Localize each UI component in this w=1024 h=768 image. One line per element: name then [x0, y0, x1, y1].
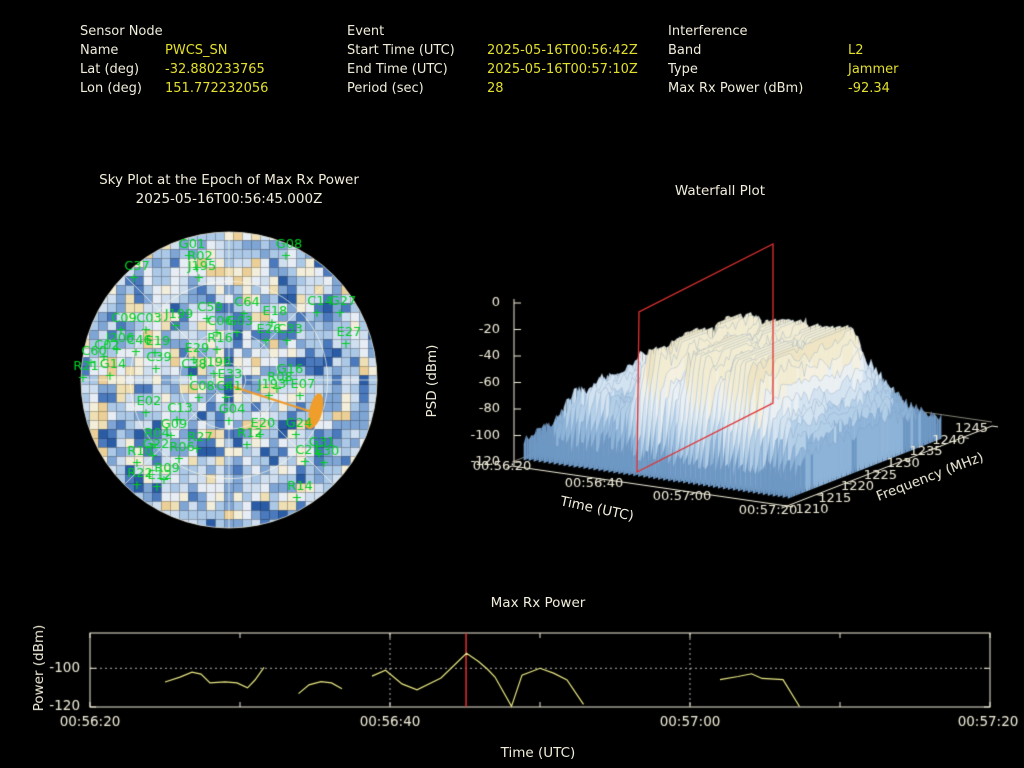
skyplot-subtitle: 2025-05-16T00:56:45.000Z: [135, 191, 323, 207]
table-row: Lat (deg) -32.880233765: [80, 60, 268, 79]
field-label: Period (sec): [347, 81, 424, 96]
table-row: Max Rx Power (dBm) -92.34: [668, 79, 898, 98]
field-label: End Time (UTC): [347, 62, 448, 77]
field-label: Name: [80, 43, 119, 58]
sensor-node-section: Sensor Node Name PWCS_SN Lat (deg) -32.8…: [80, 22, 268, 98]
table-row: Start Time (UTC) 2025-05-16T00:56:42Z: [347, 41, 638, 60]
field-value: -92.34: [848, 81, 890, 96]
power-y-axis-label: Power (dBm): [31, 624, 47, 712]
table-row: End Time (UTC) 2025-05-16T00:57:10Z: [347, 60, 638, 79]
section-title: Event: [347, 24, 385, 39]
event-section: Event Start Time (UTC) 2025-05-16T00:56:…: [347, 22, 638, 98]
field-value: 28: [487, 81, 504, 96]
field-value: 2025-05-16T00:56:42Z: [487, 43, 638, 58]
field-label: Band: [668, 43, 702, 58]
table-row: Name PWCS_SN: [80, 41, 268, 60]
field-value: 151.772232056: [165, 81, 269, 96]
table-row: Lon (deg) 151.772232056: [80, 79, 268, 98]
field-value: Jammer: [848, 62, 899, 77]
field-value: L2: [848, 43, 864, 58]
field-label: Lon (deg): [80, 81, 142, 96]
field-value: 2025-05-16T00:57:10Z: [487, 62, 638, 77]
table-row: Type Jammer: [668, 60, 898, 79]
power-plot-title: Max Rx Power: [490, 595, 586, 611]
field-label: Start Time (UTC): [347, 43, 455, 58]
waterfall-title: Waterfall Plot: [674, 183, 766, 199]
section-title: Interference: [668, 24, 748, 39]
interference-section: Interference Band L2 Type Jammer Max Rx …: [668, 22, 898, 98]
field-label: Max Rx Power (dBm): [668, 81, 804, 96]
power-x-axis-label: Time (UTC): [500, 745, 576, 761]
table-row: Band L2: [668, 41, 898, 60]
field-label: Type: [668, 62, 698, 77]
skyplot-title: Sky Plot at the Epoch of Max Rx Power: [99, 172, 359, 188]
section-title: Sensor Node: [80, 24, 163, 39]
waterfall-psd-axis-label: PSD (dBm): [424, 344, 440, 418]
field-label: Lat (deg): [80, 62, 140, 77]
field-value: PWCS_SN: [165, 43, 228, 58]
table-row: Period (sec) 28: [347, 79, 638, 98]
field-value: -32.880233765: [165, 62, 265, 77]
